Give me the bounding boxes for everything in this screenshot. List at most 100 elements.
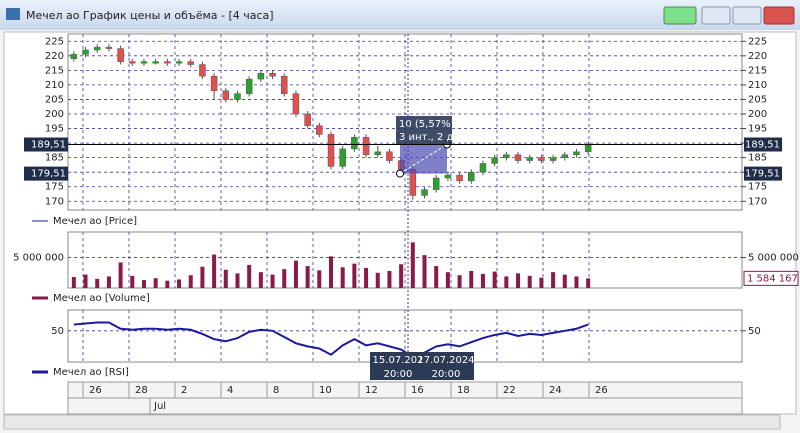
volume-bar — [445, 272, 450, 288]
cursor-time: 20:00 — [432, 369, 461, 380]
volume-bar — [95, 278, 100, 288]
volume-bar — [177, 279, 182, 288]
candle-body — [140, 61, 148, 64]
volume-bar — [527, 275, 532, 288]
volume-bar — [247, 264, 252, 288]
y-tick-label: 210 — [45, 80, 64, 91]
y-tick-label: 200 — [748, 109, 767, 120]
candle-body — [280, 75, 288, 94]
candle-body — [514, 154, 522, 161]
volume-bar — [141, 280, 146, 288]
volume-bar — [551, 272, 556, 288]
candle-body — [339, 148, 346, 167]
volume-bar — [387, 270, 392, 288]
link-button[interactable] — [663, 6, 697, 25]
volume-bar — [457, 275, 462, 288]
y-tick-label: 195 — [748, 124, 767, 135]
app-icon — [6, 8, 20, 20]
volume-bar — [153, 278, 158, 288]
measure-tooltip — [396, 116, 452, 144]
measure-text: 10 (5,57%) — [399, 119, 455, 130]
candle-body — [386, 151, 393, 161]
volume-bar — [270, 274, 275, 288]
volume-bar — [258, 272, 263, 288]
candle-body — [327, 134, 335, 167]
y-tick-label: 200 — [45, 109, 64, 120]
volume-bar — [329, 256, 333, 288]
y-tick-label: 170 — [748, 196, 767, 207]
y-tick-label: 210 — [748, 80, 767, 91]
candle-body — [245, 78, 253, 94]
marker-label: 179,51 — [745, 169, 780, 180]
marker-label-box — [744, 137, 782, 152]
y-tick-label: 175 — [748, 182, 767, 193]
candle-body — [491, 157, 498, 164]
volume-bar — [562, 274, 567, 288]
candle-body — [479, 163, 487, 173]
volume-bar — [410, 242, 415, 288]
volume-bar — [71, 277, 76, 288]
candle-body — [351, 137, 358, 150]
cursor-time: 20:00 — [384, 369, 413, 380]
candle-body — [316, 125, 323, 135]
x-tick-label: 4 — [227, 385, 233, 396]
candle-body — [164, 61, 171, 64]
y-tick-label: 50 — [748, 326, 761, 337]
volume-bar — [165, 280, 170, 288]
volume-bar — [539, 277, 544, 288]
y-tick-label: 220 — [748, 51, 767, 62]
candle-body — [421, 189, 428, 196]
cursor-date: 15.07.202 — [373, 355, 424, 366]
y-tick-label: 225 — [45, 36, 64, 47]
candle-body — [210, 75, 218, 91]
y-tick-label: 215 — [748, 65, 767, 76]
marker-label: 189,51 — [31, 140, 66, 151]
marker-label-box — [24, 166, 68, 181]
candle-body — [222, 90, 230, 100]
volume-bar — [516, 273, 521, 288]
maximize-button[interactable] — [732, 6, 762, 25]
measure-handle[interactable] — [396, 169, 404, 178]
scrollbar[interactable] — [3, 414, 781, 430]
candle-body — [117, 48, 124, 62]
volume-bar — [434, 266, 439, 288]
volume-bar — [235, 273, 240, 288]
candle-body — [175, 61, 183, 64]
y-tick-label: 5 000 000 — [13, 253, 64, 264]
volume-bar — [223, 269, 228, 288]
x-tick-label: 18 — [457, 385, 470, 396]
candle-body — [362, 137, 370, 155]
window-title: Мечел ао График цены и объёма - [4 часа] — [26, 9, 274, 22]
candle-body — [549, 157, 557, 161]
volume-bar — [492, 271, 497, 288]
panel — [67, 231, 743, 289]
marker-label: 189,51 — [745, 140, 780, 151]
x-tick-label: 28 — [135, 385, 148, 396]
y-tick-label: 5 000 000 — [748, 253, 799, 264]
volume-bar — [574, 276, 579, 288]
candle-body — [444, 174, 452, 179]
volume-bar — [399, 264, 404, 288]
volume-bar — [212, 254, 217, 288]
volume-bar — [375, 272, 380, 288]
candle-body — [234, 93, 241, 100]
x-tick-label: 26 — [89, 385, 102, 396]
volume-bar — [305, 266, 310, 288]
marker-label-box — [744, 166, 782, 181]
marker-label: 179,51 — [31, 169, 66, 180]
measure-line — [399, 144, 448, 175]
minimize-button[interactable] — [701, 6, 731, 25]
candle-body — [187, 61, 194, 65]
candle-body — [70, 54, 78, 59]
volume-bar — [469, 270, 474, 288]
measure-detail: 3 инт., 2 д. — [399, 132, 457, 143]
volume-bar — [352, 263, 357, 288]
x-tick-label: 12 — [365, 385, 378, 396]
volume-bar — [118, 262, 123, 288]
volume-bar — [106, 276, 111, 288]
y-tick-label: 225 — [748, 36, 767, 47]
close-button[interactable] — [763, 6, 795, 25]
candle-body — [257, 73, 265, 80]
legend-label: Мечел ао [RSI] — [53, 367, 129, 378]
